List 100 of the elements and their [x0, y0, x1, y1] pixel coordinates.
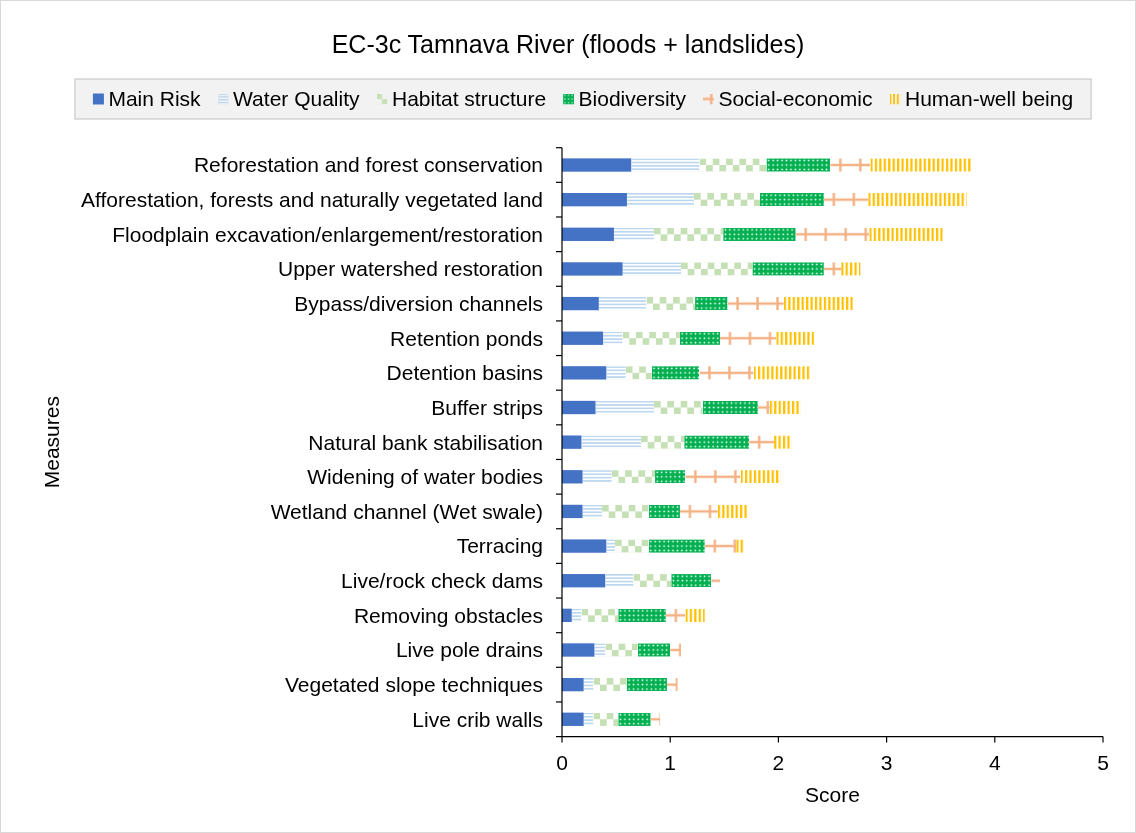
bar [653, 227, 724, 241]
bar [562, 192, 627, 207]
bar [679, 331, 720, 345]
bar [766, 158, 831, 172]
bar [593, 677, 627, 692]
bar [562, 470, 583, 484]
bar [562, 574, 606, 588]
bar [646, 296, 696, 311]
bar [581, 608, 619, 623]
bar [562, 158, 632, 172]
bar [594, 643, 606, 657]
bar [653, 400, 703, 415]
x-tick-label: 2 [772, 750, 785, 774]
bar [699, 158, 767, 172]
y-tick-label: Afforestation, forests and naturally vegetated land [81, 188, 543, 212]
bar [648, 539, 705, 553]
bar [685, 608, 705, 623]
legend-label: Main Risk [108, 87, 202, 111]
bar [562, 539, 607, 553]
bar [562, 608, 572, 623]
x-tick-label: 3 [880, 750, 893, 774]
bar [593, 712, 619, 726]
legend-label: Human-well being [905, 87, 1074, 111]
bar [694, 192, 761, 207]
bar [562, 643, 595, 657]
bar [695, 296, 728, 311]
y-tick-label: Natural bank stabilisation [308, 430, 543, 454]
bar [870, 158, 973, 172]
y-tick-label: Retention ponds [390, 326, 543, 350]
legend-label: Biodiversity [578, 87, 687, 111]
bar [562, 712, 584, 726]
bar [598, 296, 647, 311]
y-tick-label: Wetland channel (Wet swale) [270, 499, 543, 523]
bar [740, 470, 781, 484]
bar [562, 331, 604, 345]
bar [626, 192, 694, 207]
y-tick-label: Vegetated slope techniques [284, 672, 543, 696]
bar [581, 435, 641, 449]
bar [723, 227, 796, 241]
y-tick-label: Upper watershed restoration [278, 257, 543, 281]
bar [562, 227, 614, 241]
y-tick-label: Live pole drains [395, 638, 543, 662]
x-tick-label: 1 [664, 750, 677, 774]
bar [717, 504, 749, 519]
bar [841, 262, 861, 276]
bar [606, 539, 616, 553]
legend-label: Habitat structure [392, 87, 547, 111]
y-axis-title: Measures [40, 396, 64, 489]
y-tick-label: Detention basins [386, 361, 543, 385]
bar [774, 435, 793, 449]
bar [562, 296, 599, 311]
bar [615, 539, 649, 553]
bar [622, 331, 680, 345]
bar [562, 677, 584, 692]
y-tick-label: Floodplain excavation/enlargement/restoration [112, 222, 543, 246]
bar [605, 643, 638, 657]
bar [776, 331, 815, 345]
bar [582, 470, 612, 484]
y-tick-label: Bypass/diversion channels [294, 291, 543, 315]
bar [562, 504, 583, 519]
y-tick-label: Buffer strips [431, 395, 543, 419]
bar [769, 400, 802, 415]
bar [562, 262, 623, 276]
legend-label: Water Quality [233, 87, 361, 111]
bar [583, 712, 594, 726]
bar [562, 400, 596, 415]
bar [562, 435, 582, 449]
y-tick-label: Reforestation and forest conservation [193, 153, 543, 177]
x-tick-label: 4 [988, 750, 1001, 774]
bar [783, 296, 854, 311]
bar [622, 262, 682, 276]
bar [631, 158, 700, 172]
bar [618, 712, 651, 726]
y-tick-label: Live/rock check dams [341, 569, 543, 593]
bar [655, 470, 686, 484]
bar [637, 643, 671, 657]
bar [618, 608, 666, 623]
bar [562, 366, 607, 380]
bar [582, 504, 603, 519]
x-axis-title: Score [805, 782, 860, 806]
bar [583, 677, 594, 692]
bar [603, 331, 623, 345]
bar [752, 262, 824, 276]
bar [736, 539, 745, 553]
x-tick-label: 5 [1097, 750, 1109, 774]
bar [868, 192, 967, 207]
bar [605, 574, 634, 588]
bar [869, 227, 943, 241]
bar [633, 574, 672, 588]
legend-label: Social-economic [718, 87, 873, 111]
bar [602, 504, 649, 519]
chart-title: EC-3c Tamnava River (floods + landslides) [331, 30, 805, 58]
bar [684, 435, 750, 449]
bar [648, 504, 680, 519]
y-tick-label: Terracing [456, 534, 543, 558]
y-tick-label: Removing obstacles [353, 603, 543, 627]
bar [625, 366, 652, 380]
bar [606, 366, 626, 380]
bar [753, 366, 811, 380]
bar [681, 262, 753, 276]
